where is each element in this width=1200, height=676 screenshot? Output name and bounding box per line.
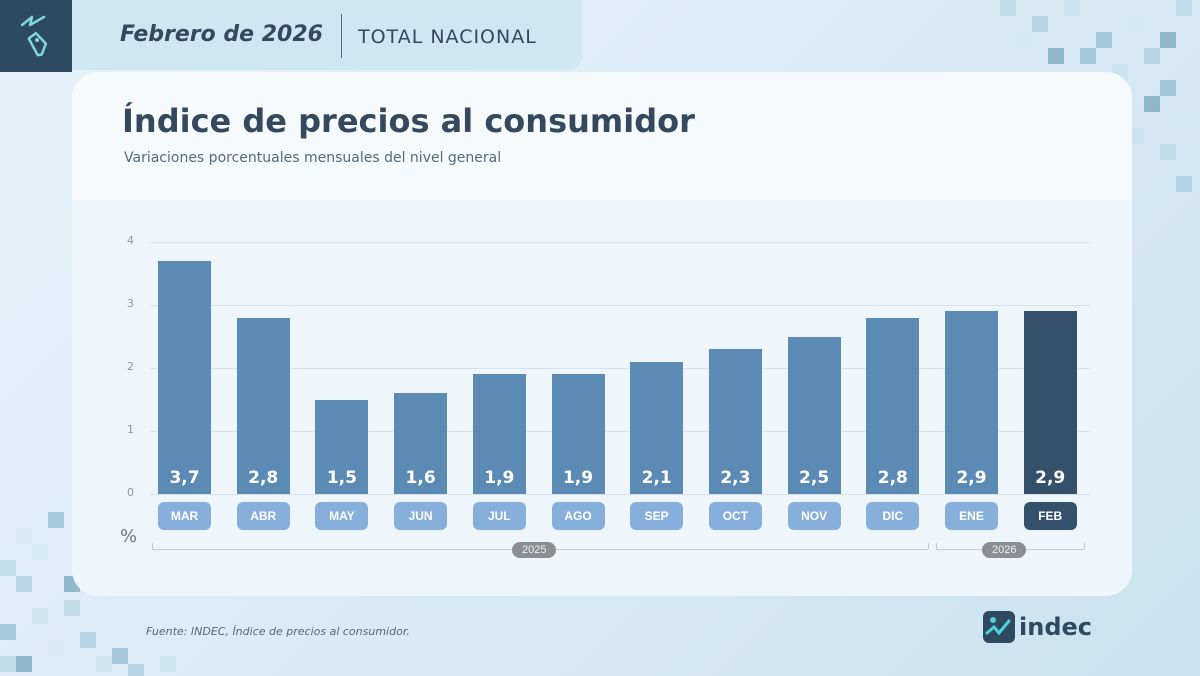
pixel-square bbox=[1160, 144, 1176, 160]
pixel-square bbox=[1016, 32, 1032, 48]
pixel-square bbox=[112, 648, 128, 664]
year-bracket-cap bbox=[928, 543, 929, 549]
x-tick-dic: DIC bbox=[866, 502, 920, 530]
pixel-square bbox=[1000, 0, 1016, 16]
pixel-square bbox=[128, 664, 144, 676]
bar-abr[interactable]: 2,8 bbox=[236, 317, 290, 494]
header-divider bbox=[341, 14, 342, 58]
pixel-square bbox=[0, 560, 16, 576]
x-tick-abr: ABR bbox=[236, 502, 290, 530]
gridline bbox=[150, 368, 1090, 369]
pixel-square bbox=[1064, 0, 1080, 16]
year-bracket-cap bbox=[936, 543, 937, 549]
x-tick-ene: ENE bbox=[945, 502, 998, 530]
bar-sep[interactable]: 2,1 bbox=[630, 361, 684, 494]
bar-value-label: 2,9 bbox=[956, 467, 987, 488]
bar-ago[interactable]: 1,9 bbox=[551, 374, 605, 494]
pixel-square bbox=[16, 576, 32, 592]
indec-logo-icon bbox=[983, 611, 1015, 643]
pixel-square bbox=[16, 656, 32, 672]
pixel-square bbox=[1176, 176, 1192, 192]
gridline bbox=[150, 305, 1090, 306]
pixel-square bbox=[48, 512, 64, 528]
pixel-square bbox=[96, 656, 112, 672]
bar-ene[interactable]: 2,9 bbox=[945, 311, 998, 494]
chart-title: Índice de precios al consumidor bbox=[122, 102, 695, 140]
bar-may[interactable]: 1,5 bbox=[315, 399, 369, 494]
pixel-square bbox=[1160, 80, 1176, 96]
y-tick-label: 4 bbox=[127, 234, 134, 247]
gridline bbox=[150, 242, 1090, 243]
chart-panel: Índice de precios al consumidor Variacio… bbox=[72, 72, 1132, 596]
x-tick-ago: AGO bbox=[551, 502, 605, 530]
brand-name: indec bbox=[1019, 613, 1092, 641]
y-tick-label: 2 bbox=[127, 360, 134, 373]
bar-value-label: 1,5 bbox=[326, 468, 357, 488]
pixel-square bbox=[1032, 16, 1048, 32]
bar-value-label: 1,9 bbox=[484, 467, 515, 488]
chart-subtitle: Variaciones porcentuales mensuales del n… bbox=[124, 150, 502, 166]
source-note: Fuente: INDEC, Índice de precios al cons… bbox=[146, 625, 410, 638]
bar-value-label: 2,5 bbox=[799, 468, 830, 488]
pixel-square bbox=[1144, 96, 1160, 112]
pixel-square bbox=[48, 640, 64, 656]
bar-value-label: 1,9 bbox=[562, 467, 594, 488]
pixel-square bbox=[32, 544, 48, 560]
report-date: Febrero de 2026 bbox=[120, 22, 323, 47]
y-axis-unit: % bbox=[120, 526, 138, 547]
x-tick-nov: NOV bbox=[787, 502, 841, 530]
report-scope: TOTAL NACIONAL bbox=[358, 26, 537, 48]
pixel-square bbox=[1176, 0, 1192, 16]
pixel-square bbox=[1160, 32, 1176, 48]
pixel-square bbox=[1176, 112, 1192, 128]
bar-mar[interactable]: 3,7 bbox=[158, 260, 211, 494]
bar-oct[interactable]: 2,3 bbox=[708, 349, 762, 494]
pixel-square bbox=[1080, 48, 1096, 64]
panel-header: Índice de precios al consumidor Variacio… bbox=[72, 72, 1132, 200]
bar-jul[interactable]: 1,9 bbox=[472, 374, 526, 494]
pixel-square bbox=[32, 608, 48, 624]
bar-value-label: 2,9 bbox=[1035, 467, 1066, 488]
gridline bbox=[150, 431, 1090, 432]
bar-dic[interactable]: 2,8 bbox=[866, 317, 920, 494]
year-label-2025: 2025 bbox=[512, 542, 557, 558]
pixel-square bbox=[1096, 32, 1112, 48]
y-tick-label: 1 bbox=[127, 423, 134, 436]
pixel-square bbox=[160, 656, 176, 672]
gridline bbox=[150, 494, 1090, 495]
bar-nov[interactable]: 2,5 bbox=[787, 336, 841, 494]
pixel-square bbox=[0, 656, 16, 672]
header-bar: Febrero de 2026 TOTAL NACIONAL bbox=[0, 0, 582, 72]
bar-value-label: 2,8 bbox=[248, 467, 279, 488]
pixel-square bbox=[1048, 48, 1064, 64]
bar-value-label: 2,3 bbox=[720, 467, 751, 488]
x-tick-jun: JUN bbox=[394, 502, 448, 530]
pixel-square bbox=[1128, 16, 1144, 32]
pixel-square bbox=[64, 600, 80, 616]
x-tick-jul: JUL bbox=[472, 502, 526, 530]
x-tick-oct: OCT bbox=[708, 502, 762, 530]
x-tick-may: MAY bbox=[315, 502, 369, 530]
pixel-square bbox=[16, 528, 32, 544]
x-tick-sep: SEP bbox=[630, 502, 684, 530]
x-tick-feb: FEB bbox=[1023, 502, 1077, 530]
year-bracket-cap bbox=[152, 543, 153, 549]
bar-value-label: 3,7 bbox=[169, 467, 200, 488]
bar-value-label: 1,6 bbox=[405, 467, 436, 488]
pixel-square bbox=[0, 624, 16, 640]
year-label-2026: 2026 bbox=[982, 542, 1027, 558]
bar-feb[interactable]: 2,9 bbox=[1023, 311, 1077, 494]
pixel-square bbox=[1144, 48, 1160, 64]
x-tick-mar: MAR bbox=[158, 502, 211, 530]
year-bracket-cap bbox=[1084, 543, 1085, 549]
bar-value-label: 2,8 bbox=[877, 467, 908, 488]
bar-chart: % 0 1 2 3 4 3,7 MAR 2,8 ABR 1,5 MAY 1,6 JUN 1,9 JUL 1,9… bbox=[72, 200, 1132, 596]
bar-jun[interactable]: 1,6 bbox=[394, 393, 448, 494]
price-tag-icon bbox=[0, 0, 72, 72]
y-tick-label: 3 bbox=[127, 297, 134, 310]
pixel-square bbox=[80, 632, 96, 648]
indec-logo: indec bbox=[983, 611, 1092, 643]
bar-value-label: 2,1 bbox=[641, 467, 672, 488]
y-tick-label: 0 bbox=[127, 486, 134, 499]
